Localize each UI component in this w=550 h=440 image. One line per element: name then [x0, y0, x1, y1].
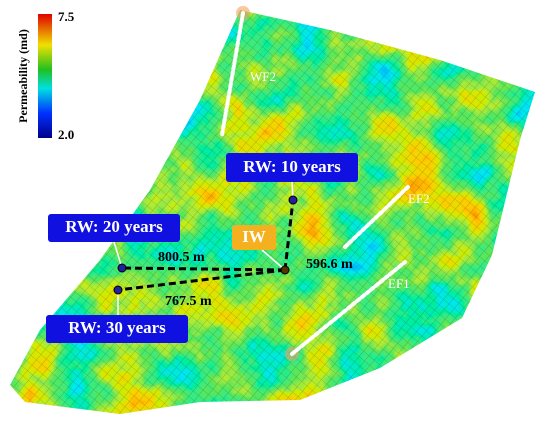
rw20-label: RW: 20 years: [65, 217, 163, 236]
fault-label: EF1: [388, 276, 410, 291]
faults: WF2 EF2 EF1: [220, 6, 430, 361]
distance-label: 596.6 m: [306, 257, 353, 272]
fault-ef2: [343, 183, 412, 249]
fault-wf2: [220, 11, 245, 137]
colorbar-title: Permeability (md): [16, 29, 30, 123]
colorbar: 7.5 2.0 Permeability (md): [16, 9, 75, 142]
colorbar-max: 7.5: [58, 9, 75, 24]
colorbar-min: 2.0: [58, 127, 74, 142]
label-box: [226, 153, 358, 182]
fault-label: EF2: [408, 191, 430, 206]
wells: [113, 195, 298, 295]
rw10-label: RW: 10 years: [243, 157, 341, 176]
labels: RW: 10 years RW: 20 years RW: 30 years I…: [46, 153, 358, 343]
iw-label: IW: [242, 227, 266, 246]
recovery-well: [288, 195, 298, 205]
distance-label: 767.5 m: [165, 294, 212, 309]
label-box: [48, 214, 180, 242]
fault-ef1: [290, 260, 407, 356]
label-box: [232, 225, 276, 250]
callouts: [113, 181, 294, 315]
permeability-field: [10, 10, 535, 414]
rw30-label: RW: 30 years: [68, 318, 166, 337]
recovery-well: [117, 263, 127, 273]
well-links: [117, 199, 295, 292]
label-box: [46, 315, 188, 343]
colorbar-scale: [38, 14, 52, 138]
injector-well: [280, 265, 290, 275]
fault-label: WF2: [250, 69, 276, 84]
distance-label: 800.5 m: [158, 250, 205, 265]
recovery-well: [113, 285, 123, 295]
